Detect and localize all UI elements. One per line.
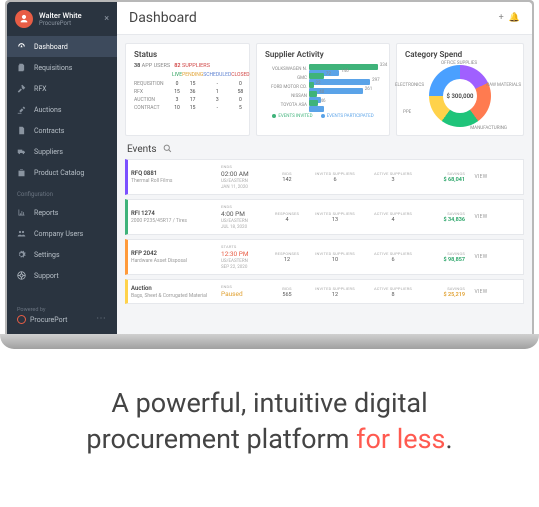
sidebar-item-requisitions[interactable]: Requisitions (7, 57, 117, 78)
category-spend-card: Category Spend $ 300,000 OFFICE SUPPLIES… (396, 43, 524, 136)
gavel-icon (17, 105, 26, 114)
chart-icon (17, 208, 26, 217)
sidebar: Walter White ProcurePort × DashboardRequ… (7, 2, 117, 334)
search-icon[interactable] (163, 144, 172, 155)
sidebar-item-company-users[interactable]: Company Users (7, 223, 117, 244)
sidebar-item-reports[interactable]: Reports (7, 202, 117, 223)
activity-bar-row: VOLKSWAGEN N.334146 (265, 66, 381, 73)
user-company: ProcurePort (39, 20, 104, 27)
tagline: A powerful, intuitive digital procuremen… (0, 385, 539, 478)
view-link[interactable]: VIEW (474, 174, 487, 180)
truck-icon (17, 147, 26, 156)
avatar (15, 10, 33, 28)
hammer-icon (17, 84, 26, 93)
status-row-label: CONTRACT (134, 105, 172, 111)
sidebar-footer: Powered by ProcurePort ⋯ (7, 299, 117, 334)
supplier-activity-card: Supplier Activity VOLKSWAGEN N.334146GMC… (256, 43, 390, 136)
gear-icon (17, 250, 26, 259)
life-icon (17, 271, 26, 280)
user-block[interactable]: Walter White ProcurePort × (7, 2, 117, 36)
events-title: Events (127, 144, 157, 155)
files-icon (17, 63, 26, 72)
sidebar-item-settings[interactable]: Settings (7, 244, 117, 265)
header: Dashboard + 🔔 (117, 2, 532, 35)
spend-label: RAW MATERIALS (486, 83, 521, 88)
close-icon[interactable]: × (104, 14, 109, 24)
sidebar-item-contracts[interactable]: Contracts (7, 120, 117, 141)
add-icon[interactable]: + (499, 13, 504, 23)
users-icon (17, 229, 26, 238)
page-title: Dashboard (129, 10, 197, 26)
sidebar-item-auctions[interactable]: Auctions (7, 99, 117, 120)
brand-logo-icon (17, 315, 26, 324)
sidebar-item-product-catalog[interactable]: Product Catalog (7, 162, 117, 183)
event-row[interactable]: Auction Bags, Sheet & Corrugated Materia… (125, 279, 524, 304)
doc-icon (17, 126, 26, 135)
activity-bar-row: TOYOTA ASA46 (265, 102, 381, 109)
spend-label: OFFICE SUPPLIES (441, 61, 477, 66)
sidebar-item-dashboard[interactable]: Dashboard (7, 36, 117, 57)
sidebar-item-support[interactable]: Support (7, 265, 117, 286)
donut-chart: $ 300,000 (429, 65, 491, 127)
app-screen: Walter White ProcurePort × DashboardRequ… (7, 2, 532, 334)
sidebar-section-config: Configuration (7, 183, 117, 202)
tachometer-icon (17, 42, 26, 51)
status-card: Status 38 APP USERS 82 SUPPLIERS LIVEPEN… (125, 43, 250, 136)
status-row-label: AUCTION (134, 97, 172, 103)
gift-icon (17, 168, 26, 177)
notifications-icon[interactable]: 🔔 (509, 13, 520, 23)
event-row[interactable]: RFP 2042Hardware Asset DisposalSTARTS12:… (125, 239, 524, 275)
event-row[interactable]: RFI 12742000 P235/45R17 / TiresENDS4:00 … (125, 199, 524, 235)
event-row[interactable]: RFQ 0881Thermal Roll FilmsENDS02:00 AMUS… (125, 159, 524, 195)
sidebar-item-suppliers[interactable]: Suppliers (7, 141, 117, 162)
user-name: Walter White (39, 11, 104, 20)
view-link[interactable]: VIEW (474, 289, 487, 295)
spend-label: PPE (403, 110, 411, 115)
view-link[interactable]: VIEW (474, 254, 487, 260)
activity-bar-row: GMC72297 (265, 75, 381, 82)
donut-center-value: $ 300,000 (443, 79, 477, 113)
laptop-base (0, 334, 539, 349)
main: Dashboard + 🔔 Status 38 APP USERS 82 SUP… (117, 2, 532, 334)
sidebar-item-rfx[interactable]: RFX (7, 78, 117, 99)
status-row-label: REQUISITION (134, 81, 172, 87)
view-link[interactable]: VIEW (474, 214, 487, 220)
spend-label: MANUFACTURING (470, 126, 507, 131)
status-row-label: RFX (134, 89, 172, 95)
more-icon[interactable]: ⋯ (96, 313, 107, 324)
spend-label: ELECTRONICS (395, 83, 424, 88)
